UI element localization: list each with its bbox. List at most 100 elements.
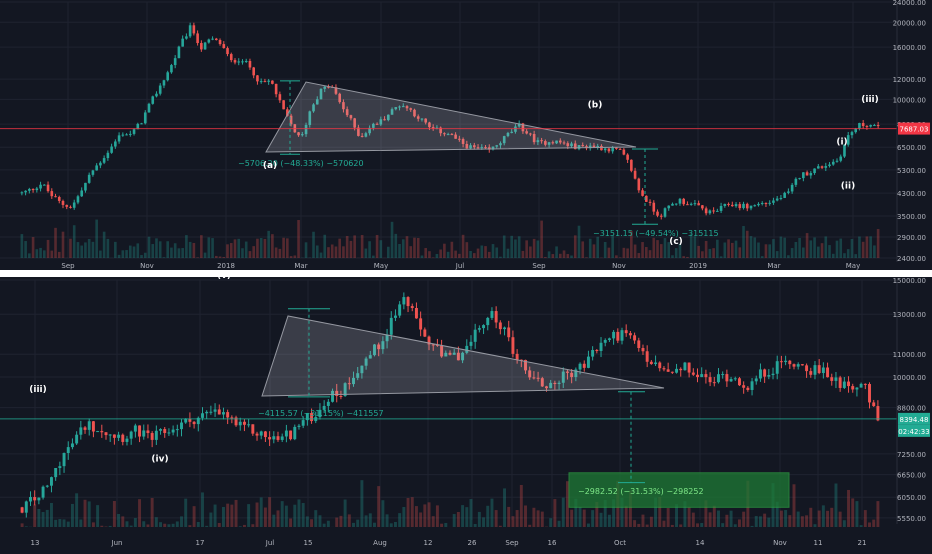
candle-body[interactable]	[478, 328, 481, 330]
candle-body[interactable]	[92, 421, 95, 431]
candle-body[interactable]	[95, 165, 98, 170]
candle-body[interactable]	[499, 322, 502, 329]
candle-body[interactable]	[720, 206, 723, 211]
candle-body[interactable]	[866, 126, 869, 127]
candle-body[interactable]	[824, 166, 827, 168]
candle-body[interactable]	[868, 384, 871, 402]
candle-body[interactable]	[415, 308, 418, 318]
candle-body[interactable]	[583, 364, 586, 368]
candle-body[interactable]	[738, 378, 741, 385]
candle-body[interactable]	[633, 335, 636, 340]
candle-body[interactable]	[170, 65, 173, 72]
candle-body[interactable]	[275, 84, 278, 94]
candle-body[interactable]	[694, 203, 697, 204]
candle-body[interactable]	[822, 368, 825, 374]
candle-body[interactable]	[180, 423, 183, 430]
panel-separator[interactable]	[0, 270, 932, 277]
candle-body[interactable]	[285, 431, 288, 437]
candle-body[interactable]	[151, 433, 154, 440]
candle-body[interactable]	[621, 330, 624, 340]
candle-body[interactable]	[264, 81, 267, 82]
candle-body[interactable]	[239, 422, 242, 426]
candle-body[interactable]	[245, 61, 248, 62]
candle-body[interactable]	[142, 430, 145, 436]
candle-body[interactable]	[37, 498, 40, 501]
candle-body[interactable]	[801, 364, 804, 365]
candle-body[interactable]	[805, 365, 808, 371]
candle-body[interactable]	[604, 148, 607, 150]
candle-body[interactable]	[817, 166, 820, 168]
candle-body[interactable]	[100, 431, 103, 432]
candle-body[interactable]	[713, 382, 716, 383]
candle-body[interactable]	[215, 39, 218, 40]
candle-body[interactable]	[763, 369, 766, 376]
candle-body[interactable]	[717, 374, 720, 382]
candle-body[interactable]	[411, 306, 414, 308]
candle-body[interactable]	[99, 163, 102, 166]
candle-body[interactable]	[641, 190, 644, 196]
candle-body[interactable]	[339, 396, 342, 397]
candle-body[interactable]	[873, 125, 876, 126]
candle-body[interactable]	[776, 199, 779, 201]
candle-body[interactable]	[54, 196, 57, 197]
candle-body[interactable]	[658, 363, 661, 369]
candle-body[interactable]	[209, 412, 212, 413]
candle-body[interactable]	[163, 429, 166, 433]
candle-body[interactable]	[79, 427, 82, 434]
candle-body[interactable]	[282, 100, 285, 109]
candle-body[interactable]	[54, 468, 57, 477]
candle-body[interactable]	[185, 36, 188, 38]
candle-body[interactable]	[272, 436, 275, 439]
candle-body[interactable]	[58, 197, 61, 201]
candle-body[interactable]	[252, 67, 255, 75]
candle-body[interactable]	[660, 216, 663, 217]
candle-body[interactable]	[667, 369, 670, 371]
candle-body[interactable]	[88, 175, 91, 183]
candle-body[interactable]	[734, 378, 737, 379]
candle-body[interactable]	[716, 211, 719, 212]
candle-body[interactable]	[791, 185, 794, 192]
candle-body[interactable]	[264, 431, 267, 437]
candle-body[interactable]	[696, 375, 699, 377]
candle-body[interactable]	[671, 372, 674, 373]
candle-body[interactable]	[155, 94, 158, 97]
candle-body[interactable]	[671, 204, 674, 206]
candle-body[interactable]	[151, 96, 154, 103]
candle-body[interactable]	[36, 188, 39, 190]
candle-body[interactable]	[277, 436, 280, 440]
candle-body[interactable]	[33, 497, 36, 500]
candle-body[interactable]	[851, 386, 854, 389]
candle-body[interactable]	[163, 80, 166, 85]
candle-body[interactable]	[611, 148, 614, 152]
candle-body[interactable]	[802, 172, 805, 178]
candle-body[interactable]	[247, 424, 250, 425]
candle-body[interactable]	[159, 429, 162, 431]
candle-body[interactable]	[735, 204, 738, 206]
candle-body[interactable]	[470, 342, 473, 346]
candle-body[interactable]	[148, 104, 151, 113]
candle-body[interactable]	[103, 158, 106, 163]
candle-body[interactable]	[675, 369, 678, 373]
candle-body[interactable]	[753, 205, 756, 206]
candle-body[interactable]	[828, 165, 831, 167]
candle-body[interactable]	[806, 172, 809, 175]
candle-body[interactable]	[516, 354, 519, 360]
candle-body[interactable]	[146, 430, 149, 433]
candle-body[interactable]	[642, 348, 645, 351]
candle-body[interactable]	[855, 388, 858, 390]
candle-body[interactable]	[587, 357, 590, 368]
candle-body[interactable]	[638, 179, 641, 191]
candle-body[interactable]	[289, 431, 292, 440]
candle-body[interactable]	[608, 148, 611, 151]
candle-body[interactable]	[750, 206, 753, 209]
candle-body[interactable]	[172, 430, 175, 433]
candle-body[interactable]	[50, 477, 53, 486]
candle-body[interactable]	[129, 134, 132, 135]
candle-body[interactable]	[683, 363, 686, 371]
candle-body[interactable]	[144, 112, 147, 123]
candle-body[interactable]	[686, 204, 689, 205]
candle-body[interactable]	[616, 332, 619, 341]
candle-body[interactable]	[88, 421, 91, 430]
candle-body[interactable]	[742, 204, 745, 208]
candle-body[interactable]	[787, 191, 790, 192]
